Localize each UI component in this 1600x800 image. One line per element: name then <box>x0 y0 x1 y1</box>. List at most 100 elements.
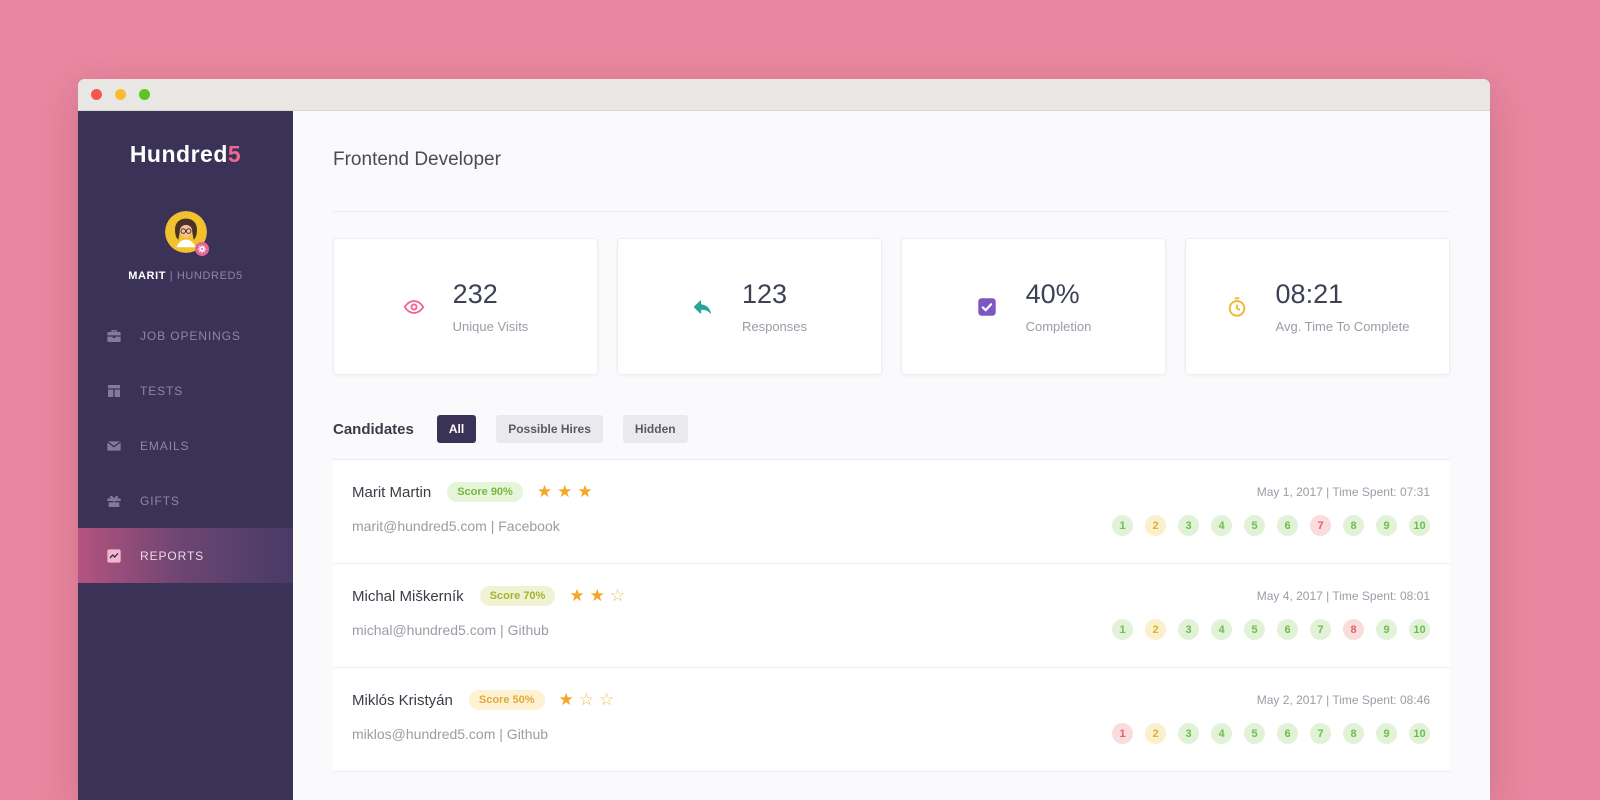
candidate-date-time: May 2, 2017 | Time Spent: 08:46 <box>1256 693 1430 707</box>
candidate-row-bottom: miklos@hundred5.com | Github 1 2 3 4 5 6 7 8 9 10 <box>352 723 1430 744</box>
question-score-8: 8 <box>1343 515 1364 536</box>
window-titlebar <box>78 79 1490 111</box>
sidebar-item-gifts[interactable]: GIFTS <box>78 473 293 528</box>
sidebar-item-reports[interactable]: REPORTS <box>78 528 293 583</box>
star-rating[interactable]: ★ ★ ★ <box>536 481 593 502</box>
avatar[interactable] <box>164 211 209 256</box>
question-score-9: 9 <box>1376 619 1397 640</box>
logo: Hundred5 <box>130 141 241 171</box>
star-filled-icon: ★ <box>536 481 553 502</box>
candidate-row-top: Marit Martin Score 90% ★ ★ ★ May 1, 2017 | Ti… <box>352 482 1430 502</box>
question-score-1: 1 <box>1112 619 1133 640</box>
question-score-2: 2 <box>1145 723 1166 744</box>
filter-possible-hires[interactable]: Possible Hires <box>496 415 603 443</box>
stat-value: 232 <box>452 279 498 309</box>
candidates-header: Candidates All Possible Hires Hidden <box>333 415 1450 443</box>
page-title: Frontend Developer <box>333 149 501 170</box>
candidates-title: Candidates <box>333 420 414 438</box>
avatar-image <box>164 211 207 253</box>
envelope-icon <box>106 438 122 454</box>
stat-value: 08:21 <box>1275 279 1344 309</box>
score-badge: Score 50% <box>468 690 545 710</box>
candidate-date-time: May 1, 2017 | Time Spent: 07:31 <box>1256 485 1430 499</box>
sidebar-item-label: REPORTS <box>140 548 205 563</box>
briefcase-icon <box>106 328 122 344</box>
question-score-1: 1 <box>1112 723 1133 744</box>
sidebar-item-job-openings[interactable]: JOB OPENINGS <box>78 308 293 363</box>
question-score-6: 6 <box>1277 723 1298 744</box>
candidate-name: Miklós Kristyán <box>352 691 453 709</box>
close-window-button[interactable] <box>91 89 102 100</box>
header-divider <box>333 211 1450 212</box>
stat-card-avg.-time-to-complete: 08:21 Avg. Time To Complete <box>1185 238 1450 375</box>
stat-value: 40% <box>1025 279 1080 309</box>
zoom-window-button[interactable] <box>139 89 150 100</box>
star-filled-icon: ★ <box>558 689 574 710</box>
question-score-5: 5 <box>1244 619 1265 640</box>
tests-grid-icon <box>106 383 122 399</box>
star-empty-icon: ☆ <box>609 585 626 606</box>
star-filled-icon: ★ <box>577 481 593 502</box>
star-filled-icon: ★ <box>557 481 573 502</box>
list-divider <box>333 459 1450 460</box>
filter-all[interactable]: All <box>436 415 477 443</box>
sidebar-item-label: JOB OPENINGS <box>140 328 241 343</box>
sidebar-item-label: TESTS <box>140 383 184 398</box>
candidate-contact: michal@hundred5.com | Github <box>352 621 549 638</box>
question-score-5: 5 <box>1244 515 1265 536</box>
stat-label: Avg. Time To Complete <box>1275 319 1410 334</box>
candidate-row[interactable]: Michal Miškerník Score 70% ★ ★ ☆ May 4, 2017 … <box>333 564 1450 668</box>
question-score-6: 6 <box>1277 619 1298 640</box>
star-rating[interactable]: ★ ☆ ☆ <box>558 689 615 710</box>
stat-label: Unique Visits <box>452 319 529 334</box>
star-rating[interactable]: ★ ★ ☆ <box>569 585 626 606</box>
question-score-6: 6 <box>1277 515 1298 536</box>
question-score-4: 4 <box>1211 723 1232 744</box>
candidate-row-top: Michal Miškerník Score 70% ★ ★ ☆ May 4, 2017 … <box>352 586 1430 606</box>
reply-icon <box>692 296 714 318</box>
user-identity: MARIT | HUNDRED5 <box>128 270 243 282</box>
question-score-8: 8 <box>1343 619 1364 640</box>
candidate-name: Michal Miškerník <box>352 587 464 605</box>
main-content: Frontend Developer 232 Unique Visits 123 Re… <box>293 111 1490 800</box>
star-filled-icon: ★ <box>589 585 605 606</box>
filter-hidden[interactable]: Hidden <box>622 415 688 443</box>
logo-accent: 5 <box>227 141 242 167</box>
question-score-4: 4 <box>1211 515 1232 536</box>
candidate-name: Marit Martin <box>352 483 432 501</box>
stat-card-completion: 40% Completion <box>901 238 1166 375</box>
eye-icon <box>403 296 425 318</box>
star-empty-icon: ☆ <box>599 689 615 710</box>
star-empty-icon: ☆ <box>578 689 595 710</box>
question-score-5: 5 <box>1244 723 1265 744</box>
user-separator: | <box>169 270 174 282</box>
sidebar-item-tests[interactable]: TESTS <box>78 363 293 418</box>
question-score-10: 10 <box>1409 515 1430 536</box>
star-filled-icon: ★ <box>569 585 585 606</box>
question-scores: 1 2 3 4 5 6 7 8 9 10 <box>1112 619 1430 640</box>
sidebar-item-emails[interactable]: EMAILS <box>78 418 293 473</box>
minimize-window-button[interactable] <box>115 89 126 100</box>
stat-label: Responses <box>741 319 808 334</box>
candidate-list: Marit Martin Score 90% ★ ★ ★ May 1, 2017 | Ti… <box>333 460 1450 772</box>
app-body: Hundred5 <box>78 111 1490 800</box>
candidate-contact: marit@hundred5.com | Facebook <box>352 517 560 534</box>
question-score-3: 3 <box>1178 619 1199 640</box>
question-score-7: 7 <box>1310 723 1331 744</box>
user-name: MARIT <box>128 270 167 282</box>
candidate-row-top: Miklós Kristyán Score 50% ★ ☆ ☆ May 2, 2017 |… <box>352 690 1430 710</box>
checkbox-icon <box>976 296 998 318</box>
sidebar-item-label: EMAILS <box>140 438 190 453</box>
question-score-7: 7 <box>1310 619 1331 640</box>
gift-icon <box>106 493 122 509</box>
question-score-9: 9 <box>1376 723 1397 744</box>
sidebar: Hundred5 <box>78 111 293 800</box>
candidate-row[interactable]: Marit Martin Score 90% ★ ★ ★ May 1, 2017 | Ti… <box>333 460 1450 564</box>
candidate-row[interactable]: Miklós Kristyán Score 50% ★ ☆ ☆ May 2, 2017 |… <box>333 668 1450 772</box>
settings-gear-icon[interactable] <box>194 242 209 256</box>
question-score-3: 3 <box>1178 515 1199 536</box>
chart-icon <box>106 548 122 564</box>
candidate-filters: All Possible Hires Hidden <box>436 415 688 443</box>
candidate-contact: miklos@hundred5.com | Github <box>352 725 549 742</box>
user-org: HUNDRED5 <box>176 270 243 282</box>
